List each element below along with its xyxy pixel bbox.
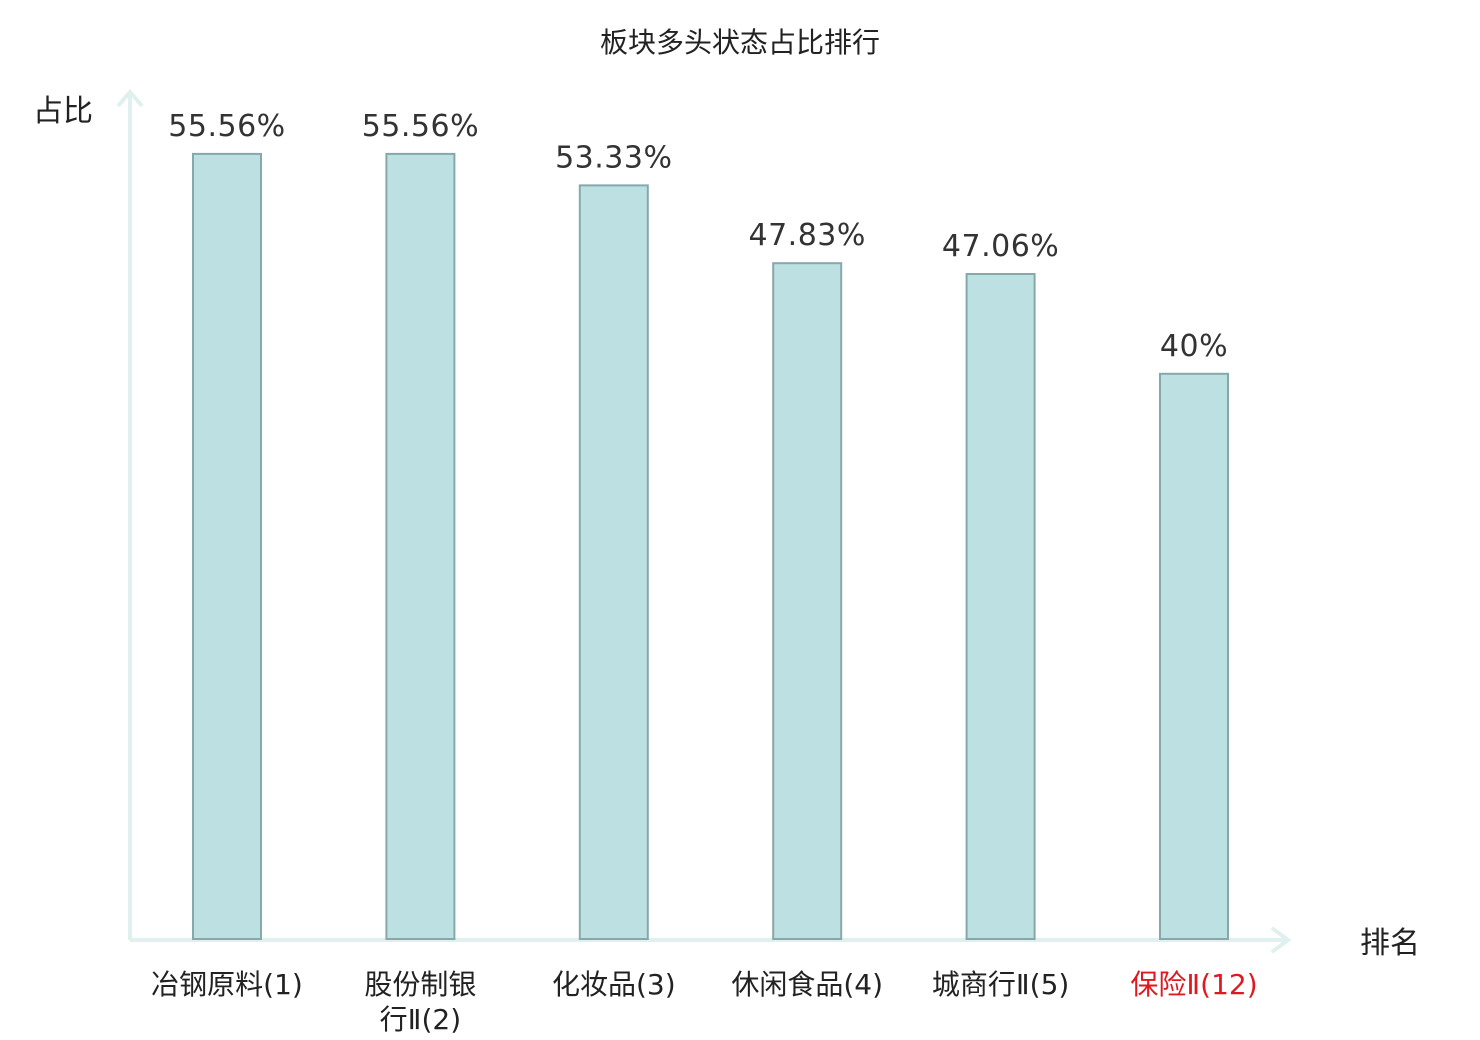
category-label-2: 股份制银行Ⅱ(2) — [364, 968, 476, 1036]
value-label-4: 47.83% — [749, 218, 866, 253]
x-axis: 排名 — [130, 926, 1420, 961]
bar-5 — [965, 273, 1036, 940]
value-label-1: 55.56% — [168, 109, 285, 144]
value-label-6: 40% — [1160, 329, 1228, 364]
bar-6 — [1159, 372, 1229, 940]
bar-1 — [192, 152, 262, 940]
category-label-line: 休闲食品(4) — [731, 968, 883, 1001]
bar-3 — [578, 184, 649, 940]
y-axis-arrow-icon — [116, 88, 144, 108]
bar-4 — [772, 262, 843, 940]
category-label-line: 行Ⅱ(2) — [380, 1003, 461, 1036]
category-labels: 冶钢原料(1) 股份制银行Ⅱ(2) 化妆品(3) 休闲食品(4) 城商行Ⅱ(5) 保险Ⅱ(… — [151, 968, 1257, 1036]
category-label-6: 保险Ⅱ(12) — [1130, 968, 1257, 1001]
category-label-5: 城商行Ⅱ(5) — [932, 968, 1069, 1001]
x-axis-arrow-icon — [1270, 926, 1292, 954]
y-axis-label: 占比 — [33, 94, 93, 129]
value-label-3: 53.33% — [555, 140, 672, 175]
value-label-5: 47.06% — [942, 229, 1059, 264]
x-axis-label: 排名 — [1360, 926, 1420, 961]
category-label-line: 保险Ⅱ(12) — [1130, 968, 1257, 1001]
category-label-line: 冶钢原料(1) — [151, 968, 303, 1001]
category-label-line: 化妆品(3) — [552, 968, 676, 1001]
category-label-3: 化妆品(3) — [552, 968, 676, 1001]
category-label-line: 城商行Ⅱ(5) — [932, 968, 1069, 1001]
bars — [192, 152, 1229, 940]
value-label-2: 55.56% — [362, 109, 479, 144]
chart-title: 板块多头状态占比排行 — [600, 26, 880, 59]
bar-2 — [385, 152, 456, 940]
category-label-1: 冶钢原料(1) — [151, 968, 303, 1001]
y-axis: 占比 — [33, 88, 144, 940]
value-labels: 55.56% 55.56% 53.33% 47.83% 47.06% 40% — [168, 109, 1228, 364]
category-label-4: 休闲食品(4) — [731, 968, 883, 1001]
category-label-line: 股份制银 — [364, 968, 476, 1001]
